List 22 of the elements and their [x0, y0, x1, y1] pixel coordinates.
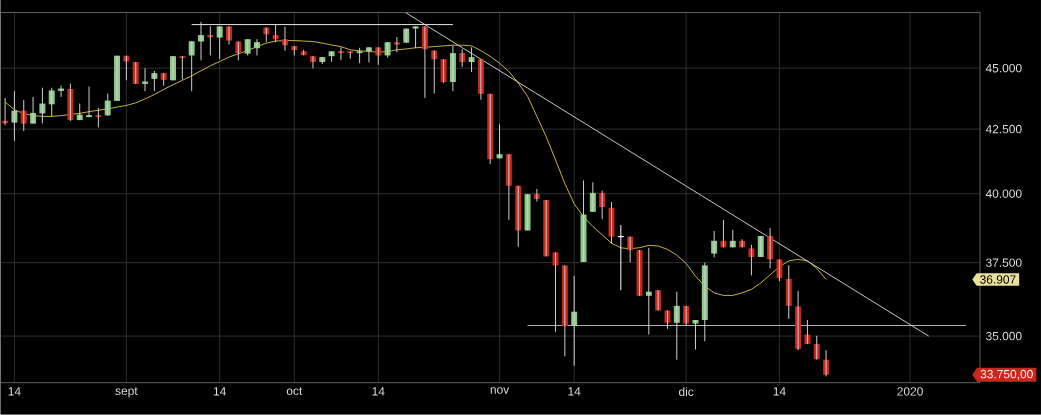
y-tick-label: 45.000	[985, 64, 1022, 73]
x-tick-label: 14	[8, 387, 21, 396]
text: 33.750,00	[980, 369, 1033, 380]
candlestick	[179, 55, 186, 81]
x-tick-label: dic	[679, 387, 694, 397]
x-tick-label: 14	[568, 387, 581, 396]
candlestick	[216, 25, 223, 60]
x-tick-label: sept	[115, 387, 138, 398]
x-tick-label: 14	[372, 387, 385, 396]
candlestick	[347, 50, 354, 60]
y-tick-label: 42.500	[985, 124, 1022, 134]
x-tick-label: 14	[213, 387, 226, 396]
y-tick-label: 35.000	[985, 331, 1022, 341]
x-tick-label: 2020	[897, 387, 923, 396]
x-tick-label: 14	[773, 387, 786, 396]
x-tick-label: oct	[286, 387, 303, 396]
x-tick-label: nov	[490, 387, 510, 394]
candlestick	[412, 25, 419, 49]
candlestick	[356, 47, 363, 64]
y-tick-label: 40.000	[985, 189, 1022, 198]
text: 36.907	[980, 275, 1016, 284]
y-tick-label: 37.500	[985, 258, 1022, 267]
